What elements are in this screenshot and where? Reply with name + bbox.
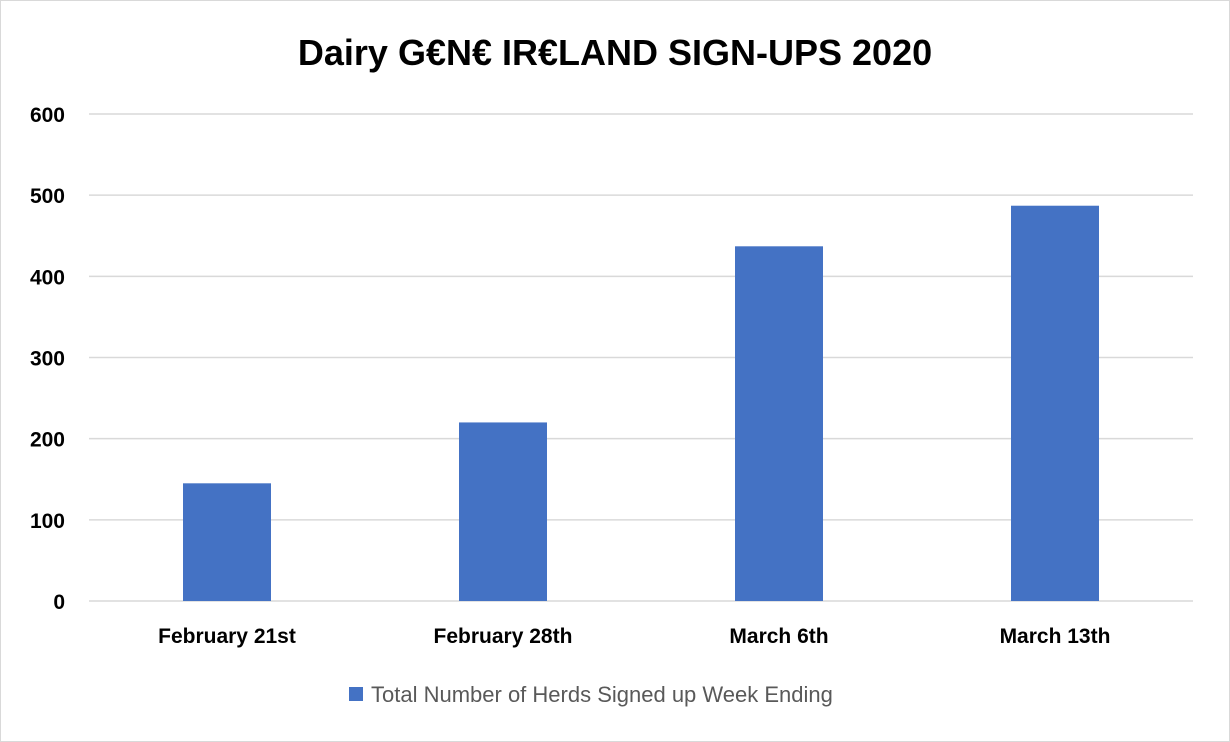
bars <box>183 205 1099 602</box>
y-tick-label: 300 <box>30 348 65 371</box>
bar <box>459 422 547 601</box>
y-tick-label: 100 <box>30 510 65 533</box>
legend: Total Number of Herds Signed up Week End… <box>349 682 833 707</box>
legend-swatch <box>349 687 363 701</box>
y-tick-label: 400 <box>30 266 65 289</box>
x-tick-label: March 13th <box>1000 625 1111 648</box>
gridlines <box>89 113 1193 602</box>
x-tick-label: February 28th <box>434 625 573 648</box>
y-tick-label: 200 <box>30 429 65 452</box>
x-tick-label: March 6th <box>729 625 828 648</box>
legend-label: Total Number of Herds Signed up Week End… <box>371 682 833 707</box>
x-tick-label: February 21st <box>158 625 296 648</box>
bar <box>183 483 271 601</box>
bar <box>735 246 823 601</box>
y-tick-label: 500 <box>30 185 65 208</box>
y-tick-label: 600 <box>30 104 65 127</box>
bar <box>1011 205 1099 602</box>
y-axis-tick-labels: 0 100 200 300 400 500 600 <box>30 104 65 614</box>
y-tick-label: 0 <box>53 591 65 614</box>
chart-title: Dairy G€N€ IR€LAND SIGN-UPS 2020 <box>298 32 932 73</box>
x-axis-tick-labels: February 21st February 28th March 6th March… <box>158 625 1110 648</box>
